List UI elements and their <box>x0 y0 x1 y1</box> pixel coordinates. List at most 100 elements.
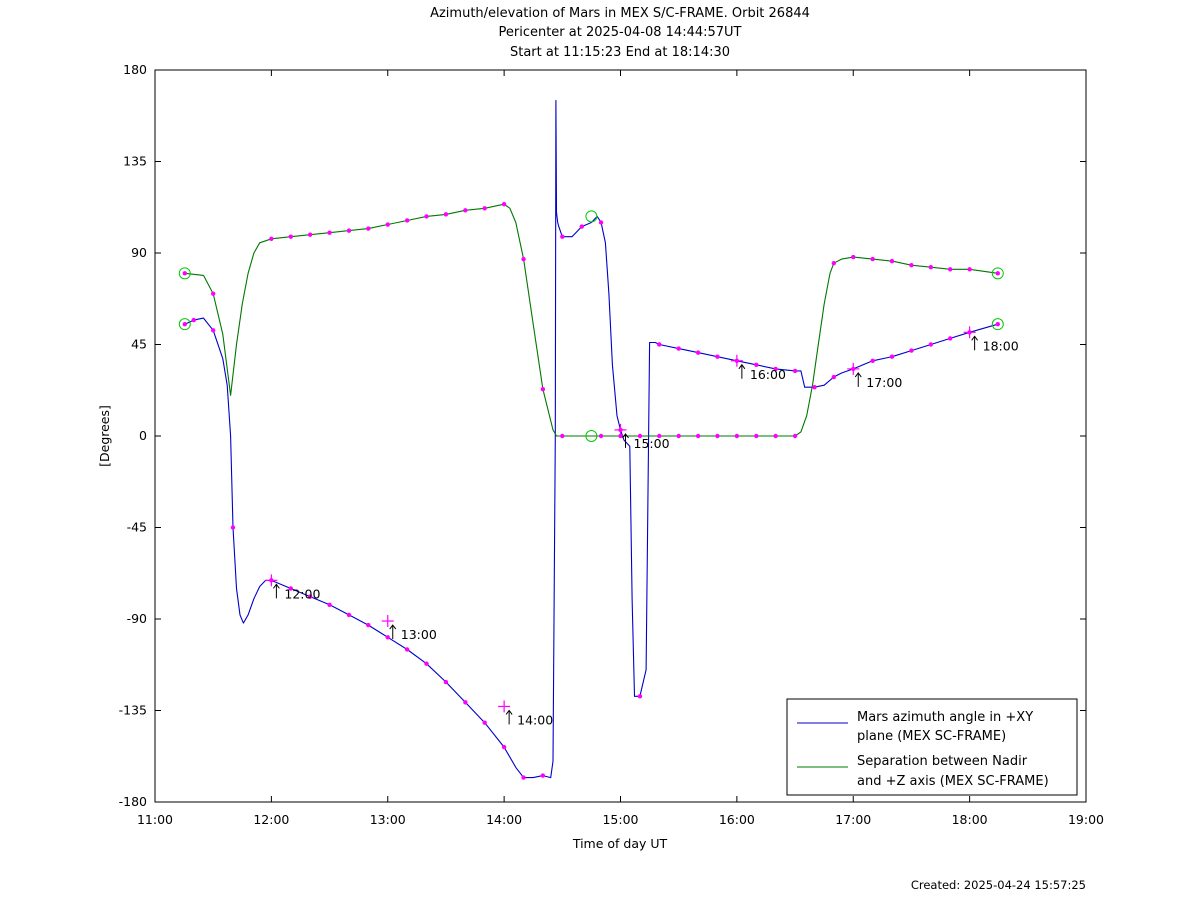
data-point <box>501 744 507 750</box>
data-point <box>560 433 565 439</box>
axes: 11:00 12:00 13:00 14:00 15:00 16:00 17:00 18:00… <box>119 62 1104 827</box>
data-point <box>715 354 720 359</box>
hour-pointer-arrowhead <box>505 709 513 715</box>
data-point <box>579 224 584 229</box>
data-point <box>269 236 274 241</box>
x-tick-label: 17:00 <box>835 812 871 827</box>
data-point <box>210 291 216 296</box>
hour-label: 18:00 <box>983 338 1019 353</box>
x-tick-label: 19:00 <box>1068 812 1104 827</box>
x-tick-label: 11:00 <box>137 812 173 827</box>
data-point <box>851 254 856 260</box>
data-point <box>501 202 507 207</box>
hour-pointer-arrowhead <box>389 624 397 630</box>
data-point <box>463 208 468 213</box>
data-point <box>424 661 429 666</box>
data-point <box>734 433 740 439</box>
series-layer <box>184 99 998 779</box>
y-tick-label: 135 <box>123 154 147 169</box>
data-point <box>443 212 449 217</box>
data-point <box>637 433 643 439</box>
data-point <box>773 366 778 372</box>
hour-pointer-arrowhead <box>622 433 629 439</box>
data-point <box>831 374 837 380</box>
data-point <box>482 206 487 211</box>
data-point <box>947 336 953 341</box>
hour-label: 17:00 <box>866 375 902 390</box>
data-point <box>676 433 681 439</box>
chart-title-line-2: Pericenter at 2025-04-08 14:44:57UT <box>498 25 741 40</box>
data-point <box>909 263 914 268</box>
data-point <box>715 433 720 439</box>
data-point <box>754 362 759 368</box>
data-point <box>831 260 837 266</box>
data-point <box>404 218 410 223</box>
data-point <box>385 222 390 227</box>
data-point <box>754 433 759 439</box>
data-point <box>366 622 371 628</box>
hour-label: 16:00 <box>750 367 786 382</box>
y-tick-label: -45 <box>127 520 147 535</box>
data-point <box>182 321 187 327</box>
data-point <box>928 342 934 347</box>
data-point <box>928 265 934 270</box>
data-point <box>676 346 681 351</box>
legend-label-azimuth-1: Mars azimuth angle in +XY <box>857 710 1033 725</box>
hour-label: 15:00 <box>634 436 670 451</box>
legend-label-separation-1: Separation between Nadir <box>857 754 1028 769</box>
created-footer: Created: 2025-04-24 15:57:25 <box>911 878 1086 892</box>
x-tick-label: 18:00 <box>952 812 988 827</box>
y-axis-label: [Degrees] <box>97 405 112 467</box>
y-tick-label: -135 <box>119 703 147 718</box>
data-point <box>521 775 526 780</box>
chart-title-line-3: Start at 11:15:23 End at 18:14:30 <box>510 45 730 60</box>
data-point <box>404 647 410 652</box>
data-point <box>773 433 778 439</box>
legend-label-azimuth-2: plane (MEX SC-FRAME) <box>857 729 1006 744</box>
data-point <box>230 525 236 530</box>
x-axis-label: Time of day UT <box>572 836 668 851</box>
y-tick-label: 90 <box>131 245 147 260</box>
data-point <box>463 700 468 705</box>
data-point <box>995 321 1000 327</box>
data-point <box>540 387 546 392</box>
endpoint-circle-marker <box>585 430 598 442</box>
hour-label: 14:00 <box>517 712 553 727</box>
y-tick-label: 180 <box>123 62 147 77</box>
x-tick-label: 16:00 <box>719 812 755 827</box>
data-point <box>657 433 662 439</box>
chart-title-line-1: Azimuth/elevation of Mars in MEX S/C-FRA… <box>430 6 810 21</box>
data-point <box>695 433 701 439</box>
x-tick-label: 12:00 <box>253 812 289 827</box>
endpoint-circle-marker <box>585 210 598 223</box>
marker-layer: 12:00 13:00 14:00 15:00 16:00 17:00 18:00 <box>178 202 1019 780</box>
data-point <box>424 214 429 219</box>
data-point <box>540 773 546 778</box>
data-point <box>598 220 604 225</box>
data-point <box>346 228 352 233</box>
data-point <box>560 234 565 239</box>
data-point <box>812 385 817 390</box>
y-tick-label: 45 <box>131 337 147 352</box>
data-point <box>889 258 895 264</box>
data-point <box>443 679 449 685</box>
data-point <box>307 594 313 599</box>
endpoint-circle-marker <box>991 267 1004 280</box>
data-point <box>385 635 390 640</box>
y-tick-label: -90 <box>127 611 147 626</box>
data-point <box>637 694 643 699</box>
data-point <box>307 232 313 237</box>
x-tick-label: 13:00 <box>370 812 406 827</box>
data-point <box>657 342 662 347</box>
y-tick-label: -180 <box>119 794 147 809</box>
data-point <box>191 317 196 323</box>
azimuth-series-line <box>184 99 998 779</box>
data-point <box>366 226 371 231</box>
data-point <box>327 602 332 607</box>
separation-series-line <box>184 203 998 437</box>
endpoint-circle-marker <box>178 267 191 280</box>
endpoint-circle-marker <box>991 318 1004 331</box>
data-point <box>695 350 701 355</box>
hour-label: 13:00 <box>401 627 437 642</box>
